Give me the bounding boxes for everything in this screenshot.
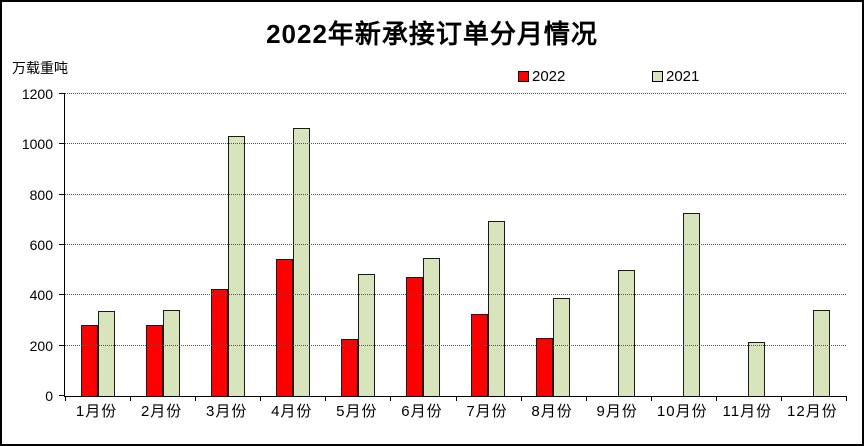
chart-title: 2022年新承接订单分月情况 xyxy=(266,19,598,49)
y-axis-unit-label: 万载重吨 xyxy=(12,60,68,76)
y-axis-tick-200 xyxy=(59,344,65,346)
bar-group-9月份 xyxy=(586,94,651,396)
bar-2022-2月份 xyxy=(145,325,163,396)
gridline-600 xyxy=(65,244,846,245)
x-axis-label-9月份: 9月份 xyxy=(596,403,638,420)
y-axis-label-400: 400 xyxy=(29,287,53,304)
bar-group-8月份 xyxy=(521,94,586,396)
gridline-800 xyxy=(65,193,846,195)
bar-group-1月份 xyxy=(65,94,130,396)
x-axis-tick-2 xyxy=(195,396,197,401)
y-axis-label-1200: 1200 xyxy=(21,86,53,102)
bar-group-4月份 xyxy=(260,94,325,396)
x-axis-label-6月份: 6月份 xyxy=(401,403,443,420)
bar-2021-9月份 xyxy=(618,270,636,396)
bar-group-3月份 xyxy=(195,94,260,396)
y-axis-tick-600 xyxy=(59,244,65,245)
x-axis-tick-6 xyxy=(455,396,457,401)
x-axis-label-8月份: 8月份 xyxy=(531,403,573,420)
x-axis-label-1月份: 1月份 xyxy=(75,403,118,420)
legend-entry-2021: 2021 xyxy=(652,68,699,85)
gridline-200 xyxy=(65,344,846,346)
bar-2021-2月份 xyxy=(162,310,180,396)
x-axis-label-5月份: 5月份 xyxy=(336,403,378,420)
bar-group-11月份 xyxy=(716,94,781,396)
x-axis-tick-8 xyxy=(585,396,587,401)
x-axis-tick-12 xyxy=(846,396,847,401)
bar-2021-4月份 xyxy=(292,127,310,396)
bar-2021-8月份 xyxy=(553,298,571,396)
bar-2022-5月份 xyxy=(340,338,358,396)
x-axis-label-2月份: 2月份 xyxy=(140,403,183,420)
bar-group-2月份 xyxy=(130,94,195,396)
y-axis-label-800: 800 xyxy=(29,186,53,203)
x-axis-tick-4 xyxy=(325,396,327,401)
x-axis-tick-1 xyxy=(130,396,132,401)
y-axis-tick-1200 xyxy=(59,93,65,94)
bar-2021-12月份 xyxy=(813,310,831,396)
plot-area: 0 200 400 600 800 1000 1200 xyxy=(22,86,847,404)
y-axis-tick-0 xyxy=(59,395,65,396)
x-axis-labels: 1月份 2月份 3月份 4月份 5月份 6月份 7月份 8月份 9月份 10月份 11月份 12月份 xyxy=(64,400,845,421)
y-axis-label-200: 200 xyxy=(29,337,53,354)
x-axis-label-4月份: 4月份 xyxy=(271,403,313,420)
y-axis-tick-1000 xyxy=(59,143,65,145)
bar-2021-10月份 xyxy=(683,212,701,396)
y-axis-label-1000: 1000 xyxy=(21,136,53,153)
gridline-1000 xyxy=(65,143,846,145)
legend-entry-2022: 2022 xyxy=(518,68,565,85)
bar-2022-7月份 xyxy=(471,313,488,396)
x-axis-tick-9 xyxy=(650,396,652,401)
x-axis-tick-3 xyxy=(260,396,262,401)
gridline-1200 xyxy=(65,93,846,94)
x-axis-label-11月份: 11月份 xyxy=(722,403,773,420)
bar-2021-6月份 xyxy=(422,257,440,396)
x-axis-tick-5 xyxy=(390,396,392,401)
x-axis-label-7月份: 7月份 xyxy=(466,403,508,420)
y-axis-label-600: 600 xyxy=(29,237,53,253)
y-axis-label-0: 0 xyxy=(45,388,53,404)
bar-2021-1月份 xyxy=(97,310,115,396)
bars-row xyxy=(65,94,846,396)
x-axis-label-10月份: 10月份 xyxy=(656,403,708,420)
x-axis-label-12月份: 12月份 xyxy=(787,403,838,420)
x-axis-label-3月份: 3月份 xyxy=(206,403,248,420)
bar-group-7月份 xyxy=(455,94,520,396)
bar-2022-6月份 xyxy=(405,276,423,396)
bar-group-10月份 xyxy=(651,94,716,396)
gridline-400 xyxy=(65,294,846,296)
bar-2022-1月份 xyxy=(80,325,98,396)
bar-2022-4月份 xyxy=(275,258,293,396)
bar-2022-8月份 xyxy=(536,338,554,396)
legend-label-2022: 2022 xyxy=(532,68,566,85)
bar-2022-3月份 xyxy=(210,288,228,396)
bar-2021-3月份 xyxy=(227,135,245,396)
bar-2021-11月份 xyxy=(748,342,766,396)
x-axis-tick-0 xyxy=(65,396,66,401)
legend-swatch-2022 xyxy=(518,71,529,82)
legend: 2022 2021 xyxy=(2,68,862,86)
bar-2021-7月份 xyxy=(488,221,505,396)
legend-label-2021: 2021 xyxy=(666,68,700,85)
bar-group-5月份 xyxy=(325,94,390,396)
y-axis-tick-800 xyxy=(59,193,65,195)
bar-2021-5月份 xyxy=(357,273,375,396)
legend-swatch-2021 xyxy=(652,71,663,82)
bar-group-6月份 xyxy=(390,94,455,396)
x-axis-tick-11 xyxy=(780,396,782,401)
bar-group-12月份 xyxy=(781,94,846,396)
y-axis-tick-400 xyxy=(59,294,65,296)
x-axis-tick-7 xyxy=(520,396,522,401)
x-axis-tick-10 xyxy=(715,396,717,401)
